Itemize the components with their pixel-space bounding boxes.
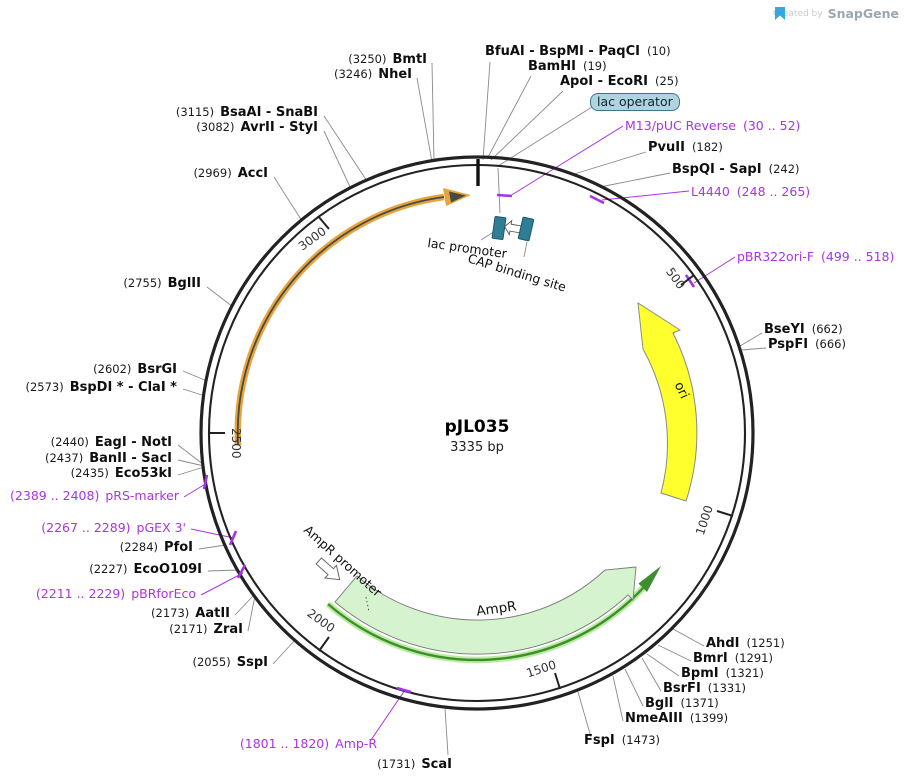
site-label[interactable]: AhdI (1251) xyxy=(706,636,785,651)
primer-label[interactable]: pBR322ori-F (499 .. 518) xyxy=(737,249,895,264)
site-label[interactable]: (2440) EagI - NotI xyxy=(50,435,172,450)
tick-label-500: 500 xyxy=(663,265,688,292)
ampr-label[interactable]: AmpR xyxy=(475,598,517,619)
site-label[interactable]: (2173) AatII xyxy=(151,606,230,621)
cap-binding-site-label[interactable]: CAP binding site xyxy=(466,251,568,295)
site-label[interactable]: (3115) BsaAI - SnaBI xyxy=(175,105,318,120)
site-label[interactable]: BspQI - SapI (242) xyxy=(672,162,800,177)
site-label[interactable]: NmeAIII (1399) xyxy=(625,711,729,726)
site-label[interactable]: FspI (1473) xyxy=(584,733,661,748)
leader-lines xyxy=(177,61,767,756)
primer-label[interactable]: (1801 .. 1820) Amp-R xyxy=(239,736,377,751)
snapgene-watermark: Created by SnapGene xyxy=(773,6,899,21)
ori-feature-arrow[interactable] xyxy=(637,302,698,502)
primer-label[interactable]: (2267 .. 2289) pGEX 3' xyxy=(41,520,186,535)
site-label[interactable]: (2755) BglII xyxy=(123,276,201,291)
site-label[interactable]: BsrFI (1331) xyxy=(663,681,747,696)
site-label[interactable]: (3082) AvrII - StyI xyxy=(196,120,318,135)
ampr-cds-arrow[interactable] xyxy=(334,566,637,655)
created-by-text: Created by xyxy=(773,8,823,19)
lac-operator-text: lac operator xyxy=(597,94,673,109)
site-label[interactable]: BpmI (1321) xyxy=(681,666,764,681)
snapgene-brand-text: SnapGene xyxy=(827,6,899,21)
scale-ticks xyxy=(208,215,734,690)
backbone-outer-ring xyxy=(199,155,755,711)
lac-operator-label[interactable]: lac operator xyxy=(590,93,680,111)
site-label[interactable]: BseYI (662) xyxy=(764,322,843,337)
site-label[interactable]: (2573) BspDI * - ClaI * xyxy=(25,380,177,395)
site-label[interactable]: (2437) BanII - SacI xyxy=(45,451,172,466)
site-label[interactable]: (1731) ScaI xyxy=(377,757,452,772)
ampr-promoter-boundary xyxy=(365,596,370,613)
primer-label[interactable]: M13/pUC Reverse (30 .. 52) xyxy=(625,118,801,133)
site-label[interactable]: (2171) ZraI xyxy=(169,622,243,637)
snapgene-logo-icon xyxy=(775,7,786,20)
tick-label-1500: 1500 xyxy=(525,658,558,681)
primer-label[interactable]: (2389 .. 2408) pRS-marker xyxy=(10,488,179,503)
tick-label-1000: 1000 xyxy=(693,504,716,537)
site-label[interactable]: (2602) BsrGI xyxy=(93,362,177,377)
ampr-gene-arrow[interactable] xyxy=(325,566,661,664)
lac-promoter-box[interactable] xyxy=(517,216,535,242)
site-label[interactable]: PspFI (666) xyxy=(768,337,846,352)
orange-feature-arrow[interactable] xyxy=(234,188,471,446)
site-label[interactable]: BamHI (19) xyxy=(528,59,607,74)
site-label[interactable]: (3246) NheI xyxy=(333,67,412,82)
site-label[interactable]: BfuAI - BspMI - PaqCI (10) xyxy=(485,44,671,59)
site-label[interactable]: BmrI (1291) xyxy=(693,651,773,666)
site-label[interactable]: (2435) Eco53kI xyxy=(70,466,172,481)
site-label[interactable]: (2227) EcoO109I xyxy=(89,562,202,577)
site-label[interactable]: BglI (1371) xyxy=(645,696,719,711)
tick-label-2500: 2500 xyxy=(229,428,243,459)
site-label[interactable]: (2969) AccI xyxy=(193,166,268,181)
ampr-promoter-label[interactable]: AmpR promoter xyxy=(301,522,385,600)
ampr-promoter-arrow[interactable] xyxy=(313,555,345,586)
cap-binding-site-box[interactable] xyxy=(491,215,507,241)
primer-site-marks[interactable] xyxy=(202,193,696,694)
ori-label[interactable]: ori xyxy=(671,380,692,402)
site-label[interactable]: PvuII (182) xyxy=(648,140,723,155)
primer-label[interactable]: (2211 .. 2229) pBRforEco xyxy=(35,586,196,601)
site-label[interactable]: ApoI - EcoRI (25) xyxy=(560,74,679,89)
site-label[interactable]: (2055) SspI xyxy=(192,655,269,670)
plasmid-size: 3335 bp xyxy=(450,440,504,455)
primer-leader-lines xyxy=(183,125,736,741)
site-label[interactable]: (3250) BmtI xyxy=(348,52,427,67)
plasmid-name: pJL035 xyxy=(445,417,510,437)
site-label[interactable]: (2284) PfoI xyxy=(119,540,193,555)
primer-label[interactable]: L4440 (248 .. 265) xyxy=(691,184,811,199)
